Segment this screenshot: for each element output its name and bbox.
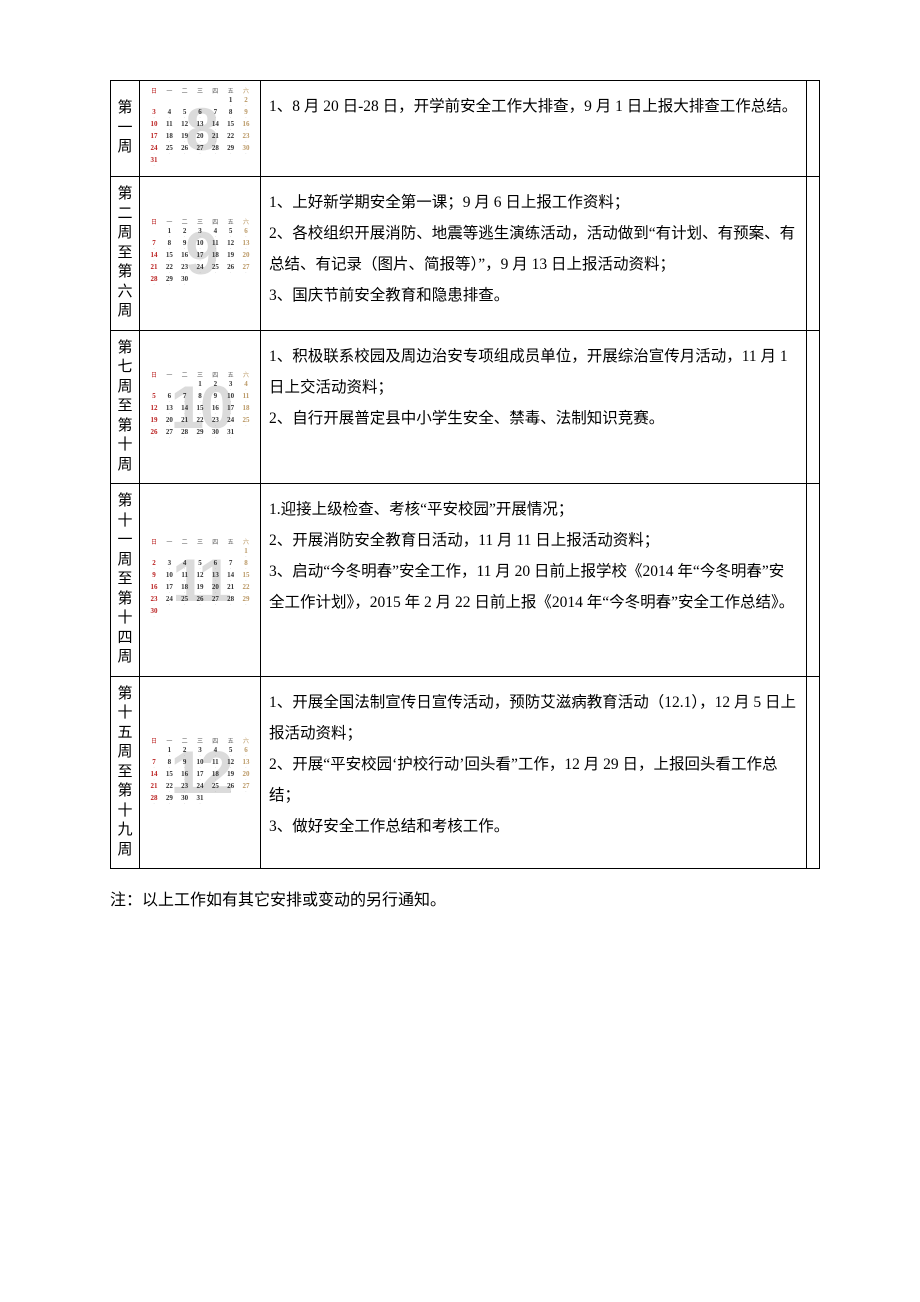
extra-cell <box>807 81 820 177</box>
extra-cell <box>807 676 820 869</box>
calendar-cell: 8日一二三四五六..........1·2·3·4·5·6·7·8·9·10·1… <box>140 81 261 177</box>
table-row: 第十一周至第十四周11日一二三四五六............1·2·3·4·5·… <box>111 484 820 677</box>
mini-calendar: 12日一二三四五六..1·2·3·4·5·6·7·8·9·10·11·12·13… <box>144 737 256 808</box>
week-label: 第一周 <box>111 81 140 177</box>
week-content: 1.迎接上级检查、考核“平安校园”开展情况；2、开展消防安全教育日活动，11 月… <box>261 484 807 677</box>
calendar-cell: 11日一二三四五六............1·2·3·4·5·6·7·8·9·1… <box>140 484 261 677</box>
table-row: 第七周至第十周10日一二三四五六......1·2·3·4·5·6·7·8·9·… <box>111 330 820 484</box>
week-label: 第十一周至第十四周 <box>111 484 140 677</box>
mini-calendar: 9日一二三四五六..1·2·3·4·5·6·7·8·9·10·11·12·13·… <box>144 218 256 289</box>
footnote: 注：以上工作如有其它安排或变动的另行通知。 <box>110 887 820 916</box>
extra-cell <box>807 484 820 677</box>
extra-cell <box>807 330 820 484</box>
week-label: 第十五周至第十九周 <box>111 676 140 869</box>
calendar-grid: ............1·2·3·4·5·6·7·8·9·10·11·12·1… <box>146 548 254 619</box>
mini-calendar: 11日一二三四五六............1·2·3·4·5·6·7·8·9·1… <box>144 538 256 621</box>
week-content: 1、8 月 20 日-28 日，开学前安全工作大排查，9 月 1 日上报大排查工… <box>261 81 807 177</box>
extra-cell <box>807 177 820 331</box>
calendar-cell: 9日一二三四五六..1·2·3·4·5·6·7·8·9·10·11·12·13·… <box>140 177 261 331</box>
calendar-grid: ..1·2·3·4·5·6·7·8·9·10·11·12·13·14·15·16… <box>146 747 254 806</box>
table-row: 第一周8日一二三四五六..........1·2·3·4·5·6·7·8·9·1… <box>111 81 820 177</box>
calendar-grid: ..........1·2·3·4·5·6·7·8·9·10·11·12·13·… <box>146 97 254 168</box>
mini-calendar: 8日一二三四五六..........1·2·3·4·5·6·7·8·9·10·1… <box>144 87 256 170</box>
week-content: 1、开展全国法制宣传日宣传活动，预防艾滋病教育活动（12.1），12 月 5 日… <box>261 676 807 869</box>
calendar-grid: ..1·2·3·4·5·6·7·8·9·10·11·12·13·14·15·16… <box>146 228 254 287</box>
mini-calendar: 10日一二三四五六......1·2·3·4·5·6·7·8·9·10·11·1… <box>144 371 256 442</box>
calendar-cell: 12日一二三四五六..1·2·3·4·5·6·7·8·9·10·11·12·13… <box>140 676 261 869</box>
table-row: 第二周至第六周9日一二三四五六..1·2·3·4·5·6·7·8·9·10·11… <box>111 177 820 331</box>
week-content: 1、积极联系校园及周边治安专项组成员单位，开展综治宣传月活动，11 月 1 日上… <box>261 330 807 484</box>
week-label: 第二周至第六周 <box>111 177 140 331</box>
calendar-cell: 10日一二三四五六......1·2·3·4·5·6·7·8·9·10·11·1… <box>140 330 261 484</box>
schedule-table: 第一周8日一二三四五六..........1·2·3·4·5·6·7·8·9·1… <box>110 80 820 869</box>
calendar-grid: ......1·2·3·4·5·6·7·8·9·10·11·12·13·14·1… <box>146 381 254 440</box>
week-label: 第七周至第十周 <box>111 330 140 484</box>
table-row: 第十五周至第十九周12日一二三四五六..1·2·3·4·5·6·7·8·9·10… <box>111 676 820 869</box>
week-content: 1、上好新学期安全第一课；9 月 6 日上报工作资料；2、各校组织开展消防、地震… <box>261 177 807 331</box>
